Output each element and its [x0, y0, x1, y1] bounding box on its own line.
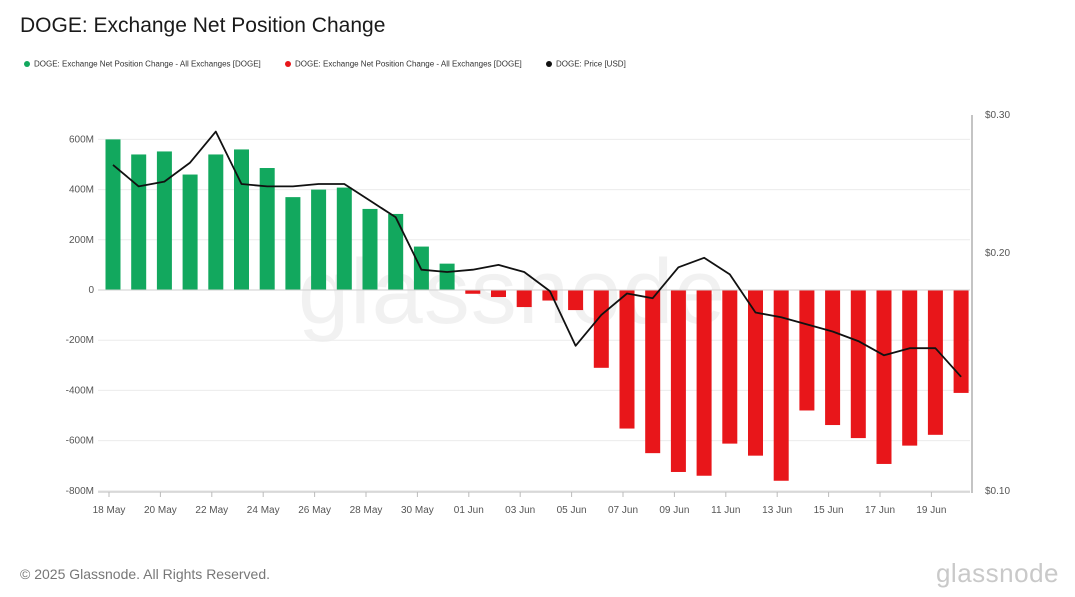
bar: [491, 290, 506, 298]
bar: [748, 290, 763, 456]
footer-copyright: © 2025 Glassnode. All Rights Reserved.: [20, 566, 271, 582]
left-axis-tick-label: -400M: [66, 385, 94, 396]
x-axis-tick-label: 05 Jun: [557, 505, 587, 516]
bar: [953, 290, 969, 393]
x-axis-tick-label: 01 Jun: [454, 505, 484, 516]
x-axis-tick-label: 11 Jun: [711, 505, 740, 516]
legend-label: DOGE: Price [USD]: [556, 59, 626, 69]
x-axis-tick-label: 24 May: [247, 505, 280, 516]
left-axis-tick-label: 0: [88, 285, 94, 296]
bar: [311, 189, 327, 290]
x-axis-tick-label: 15 Jun: [814, 505, 844, 516]
right-axis-tick-label: $0.20: [985, 248, 1010, 259]
bar: [105, 139, 121, 290]
left-axis-tick-label: 600M: [69, 134, 94, 145]
x-axis-tick-label: 07 Jun: [608, 505, 638, 516]
legend-dot-icon: [285, 60, 291, 67]
bar: [131, 154, 147, 290]
left-axis-tick-label: -600M: [66, 436, 94, 447]
x-axis-tick-label: 22 May: [195, 505, 228, 516]
bar: [876, 290, 892, 464]
bar: [927, 290, 943, 435]
bar: [542, 290, 558, 301]
left-axis-tick-label: -800M: [66, 486, 94, 497]
bar: [182, 174, 198, 290]
bar: [362, 208, 378, 290]
right-axis-tick-label: $0.10: [985, 486, 1010, 497]
bar: [825, 290, 841, 426]
x-axis-tick-label: 19 Jun: [916, 505, 946, 516]
bar: [593, 290, 609, 368]
x-axis-tick-label: 20 May: [144, 505, 177, 516]
bar: [259, 168, 275, 290]
bar: [388, 213, 404, 290]
legend-label: DOGE: Exchange Net Position Change - All…: [34, 59, 261, 69]
footer-logo: glassnode: [935, 558, 1059, 588]
bar: [722, 290, 738, 444]
bar: [516, 290, 532, 308]
bar: [670, 290, 686, 472]
bar: [645, 290, 661, 454]
right-axis-tick-label: $0.30: [985, 110, 1010, 121]
bar: [773, 290, 789, 481]
bar: [850, 290, 866, 439]
legend: DOGE: Exchange Net Position Change - All…: [24, 59, 1064, 73]
legend-label: DOGE: Exchange Net Position Change - All…: [295, 59, 522, 69]
legend-dot-icon: [546, 60, 552, 67]
left-axis-tick-label: 200M: [69, 235, 94, 246]
bar: [439, 263, 455, 290]
x-axis-tick-label: 18 May: [93, 505, 126, 516]
bar: [799, 290, 815, 411]
bar: [568, 290, 584, 311]
bar: [285, 197, 301, 290]
legend-dot-icon: [24, 60, 30, 67]
legend-item-netflow-negative[interactable]: DOGE: Exchange Net Position Change - All…: [285, 59, 522, 68]
bar: [696, 290, 712, 476]
left-axis-tick-label: -200M: [66, 335, 94, 346]
bar: [619, 290, 635, 429]
legend-item-netflow-positive[interactable]: DOGE: Exchange Net Position Change - All…: [24, 59, 261, 68]
bar: [336, 187, 352, 290]
left-axis-tick-label: 400M: [69, 185, 94, 196]
bar: [156, 151, 172, 290]
x-axis-tick-label: 03 Jun: [505, 505, 535, 516]
x-axis-tick-label: 30 May: [401, 505, 434, 516]
price-line: [112, 130, 962, 378]
x-axis-tick-label: 28 May: [350, 505, 383, 516]
x-axis-tick-label: 17 Jun: [865, 505, 895, 516]
legend-item-price[interactable]: DOGE: Price [USD]: [546, 59, 626, 68]
bar: [208, 154, 224, 290]
x-axis-tick-label: 13 Jun: [762, 505, 792, 516]
bar: [465, 290, 481, 294]
bar: [902, 290, 918, 446]
x-axis-tick-label: 26 May: [298, 505, 331, 516]
bar: [234, 149, 249, 290]
x-axis-tick-label: 09 Jun: [659, 505, 689, 516]
chart-title: DOGE: Exchange Net Position Change: [20, 14, 386, 37]
